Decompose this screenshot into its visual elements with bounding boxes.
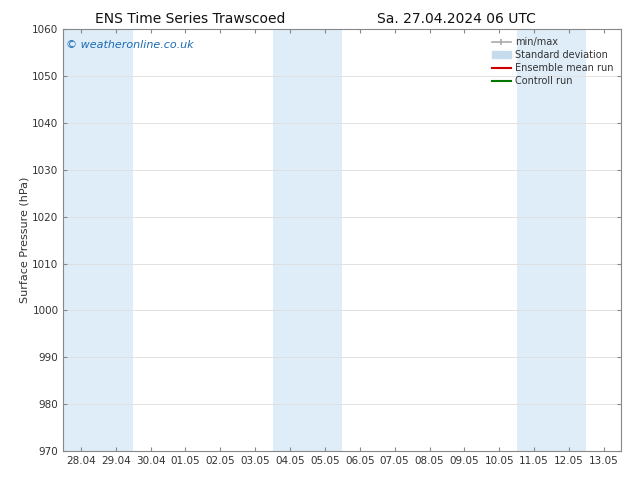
Bar bbox=[63, 29, 133, 451]
Legend: min/max, Standard deviation, Ensemble mean run, Controll run: min/max, Standard deviation, Ensemble me… bbox=[489, 34, 616, 89]
Bar bbox=[273, 29, 342, 451]
Y-axis label: Surface Pressure (hPa): Surface Pressure (hPa) bbox=[20, 177, 30, 303]
Bar bbox=[517, 29, 586, 451]
Text: Sa. 27.04.2024 06 UTC: Sa. 27.04.2024 06 UTC bbox=[377, 12, 536, 26]
Text: © weatheronline.co.uk: © weatheronline.co.uk bbox=[66, 40, 194, 50]
Text: ENS Time Series Trawscoed: ENS Time Series Trawscoed bbox=[95, 12, 285, 26]
